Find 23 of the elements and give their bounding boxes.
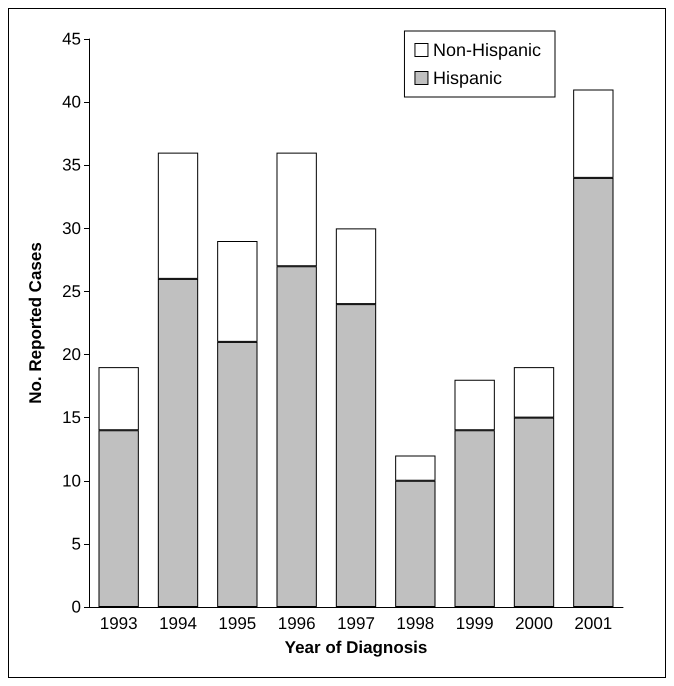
y-tick-label: 40 <box>62 92 81 112</box>
legend-label: Hispanic <box>432 68 502 88</box>
y-axis-title: No. Reported Cases <box>26 242 45 404</box>
x-tick-label: 2000 <box>515 614 553 633</box>
y-tick-label: 15 <box>62 408 81 428</box>
x-tick-label: 1997 <box>337 614 375 633</box>
y-tick-label: 35 <box>62 156 81 175</box>
y-tick-label: 20 <box>62 345 81 364</box>
x-tick-label: 1999 <box>456 614 494 633</box>
x-tick-label: 1995 <box>218 614 256 633</box>
y-tick-label: 30 <box>62 218 81 238</box>
x-tick-label: 2001 <box>574 614 612 633</box>
x-tick-label: 1996 <box>278 614 316 633</box>
y-tick-label: 45 <box>62 30 81 48</box>
x-tick-label: 1993 <box>100 614 138 633</box>
y-tick-label: 0 <box>72 598 81 616</box>
y-tick-label: 5 <box>72 534 81 554</box>
x-tick-label: 1998 <box>396 614 434 633</box>
y-tick-label: 25 <box>62 282 81 301</box>
x-tick-label: 1994 <box>159 614 197 633</box>
legend-label: Non-Hispanic <box>432 40 542 60</box>
x-axis-title: Year of Diagnosis <box>284 638 428 657</box>
y-tick-label: 10 <box>62 471 81 490</box>
